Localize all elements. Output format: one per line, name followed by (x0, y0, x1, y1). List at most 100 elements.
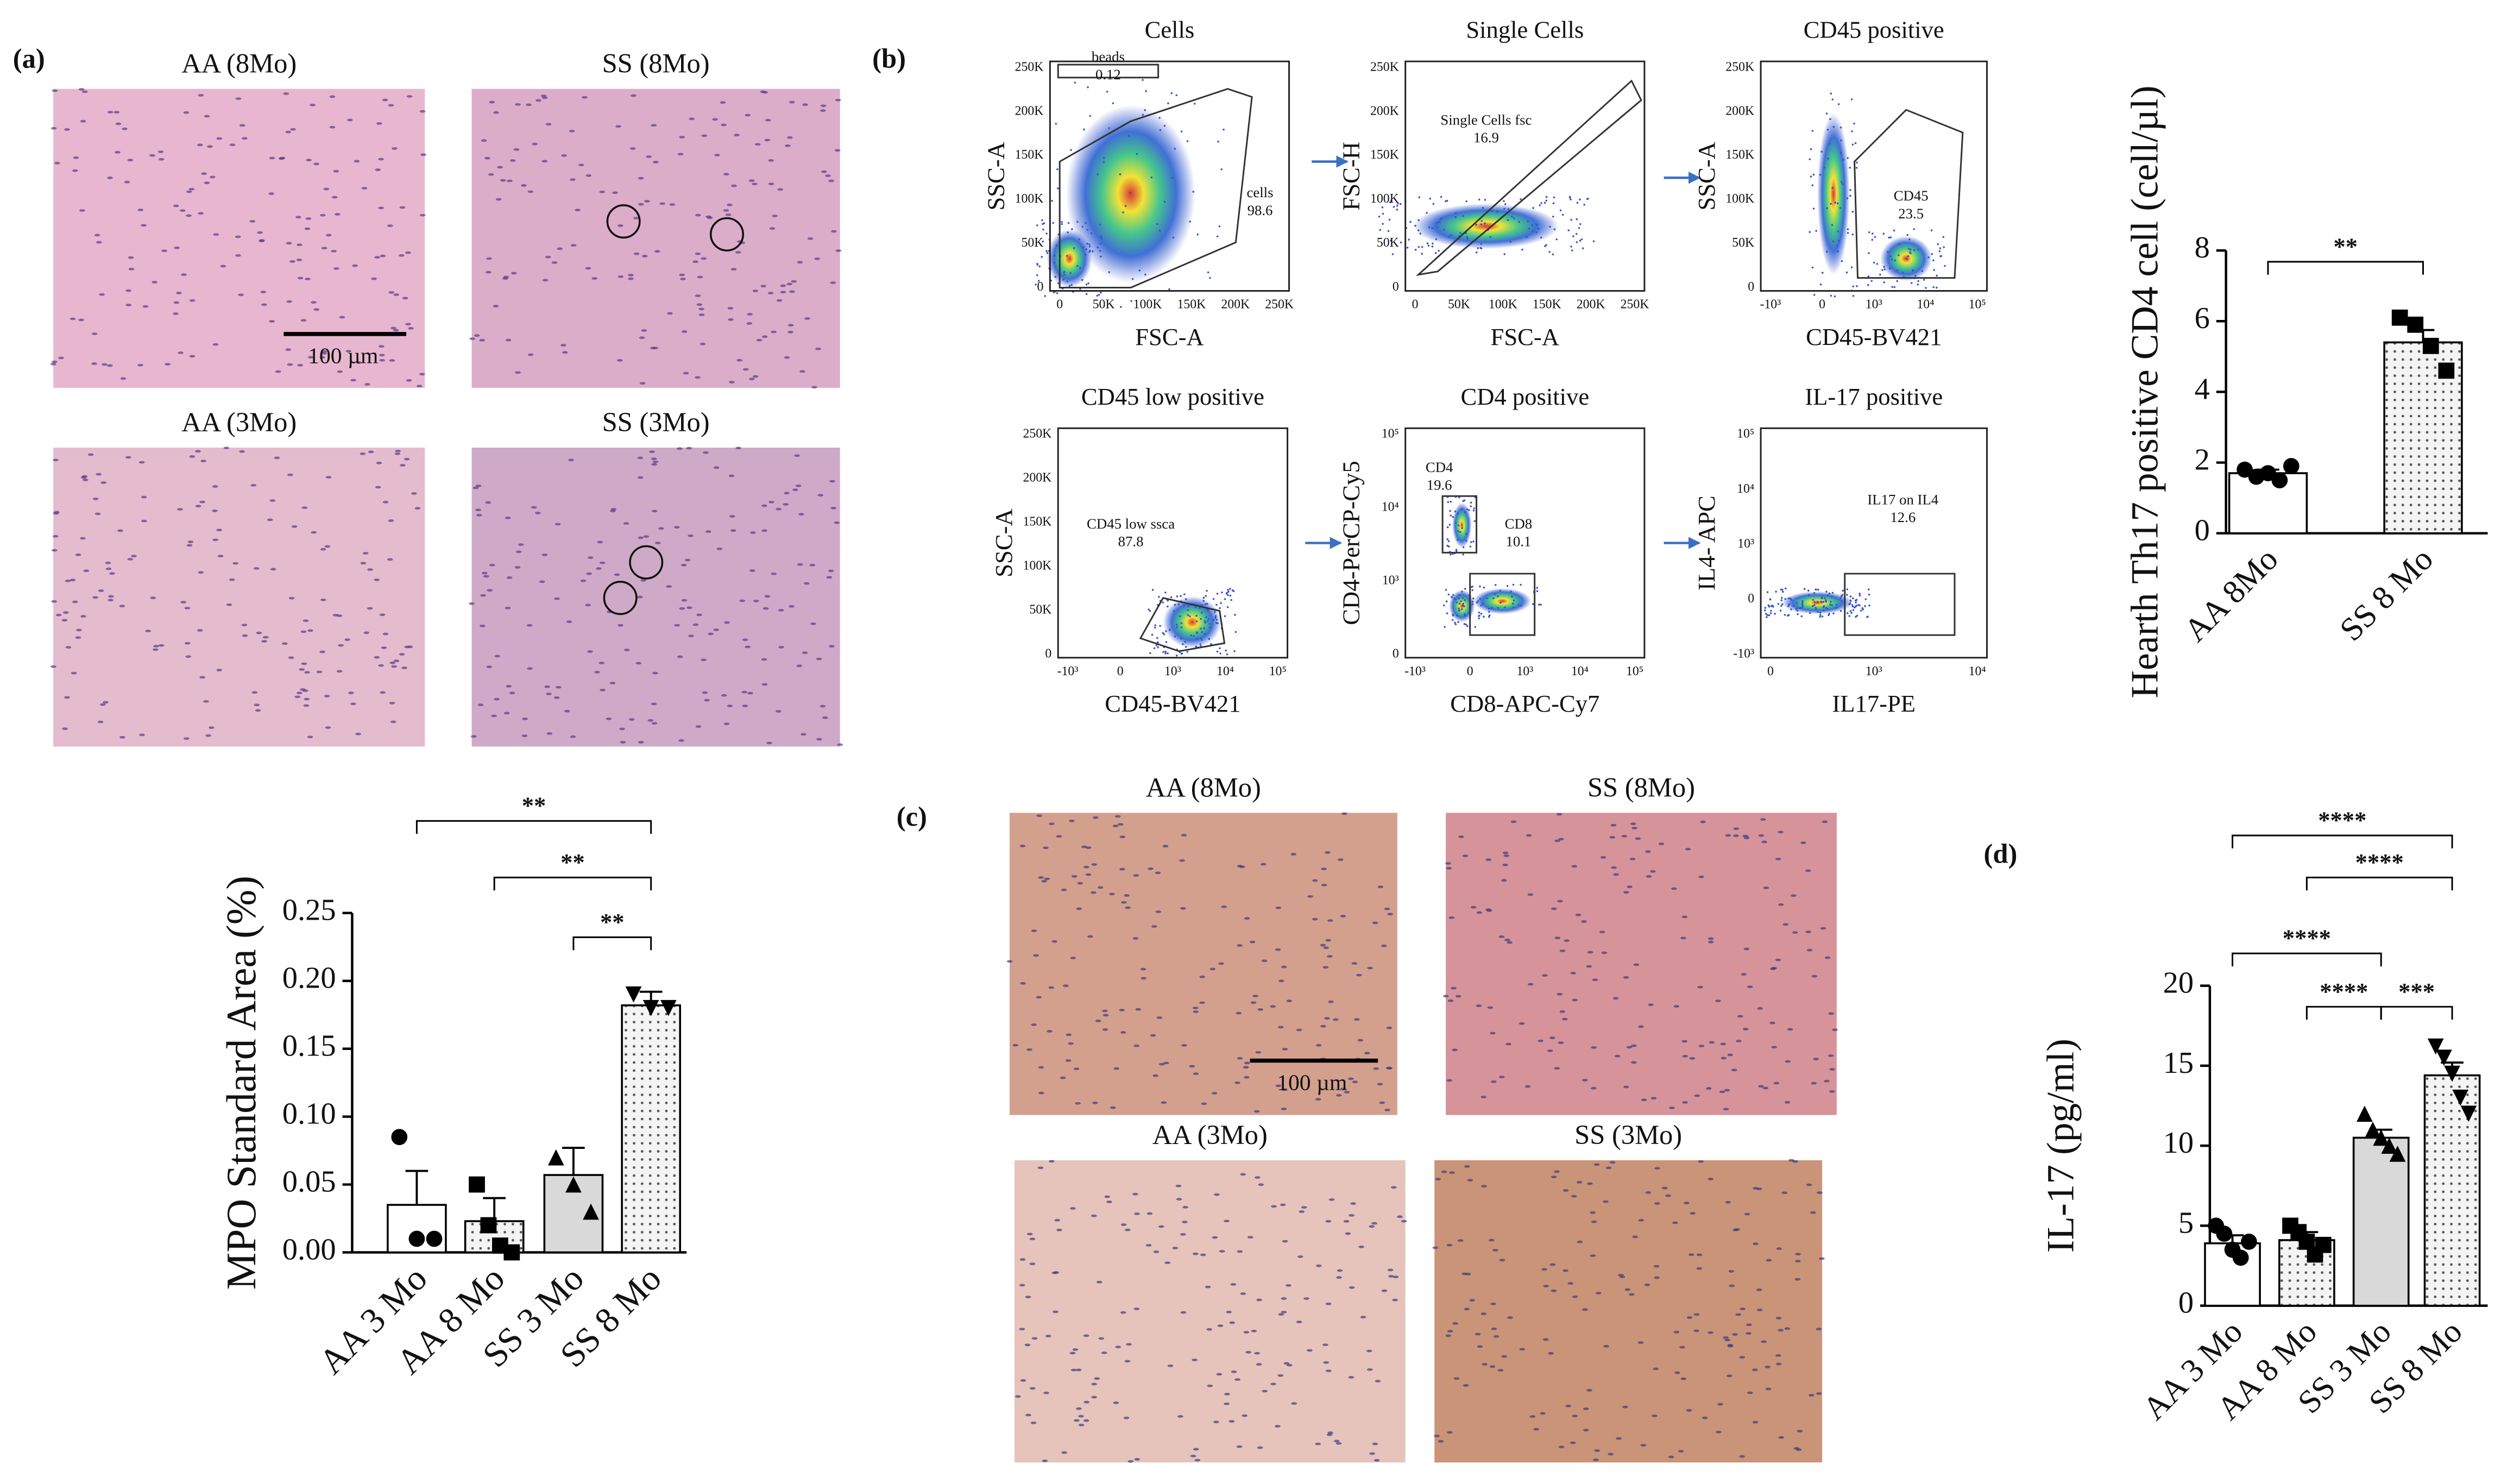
nucleus (203, 700, 209, 703)
event (1847, 157, 1849, 159)
nucleus (294, 695, 301, 699)
nucleus (1328, 1000, 1334, 1003)
nucleus (379, 613, 386, 617)
event (1466, 237, 1469, 240)
nucleus (756, 338, 763, 342)
event (1571, 249, 1573, 252)
nucleus (1270, 1005, 1276, 1008)
event (1503, 253, 1505, 255)
nucleus (723, 209, 729, 212)
nucleus (107, 111, 114, 114)
nucleus (771, 572, 777, 575)
event (1479, 247, 1482, 249)
nucleus (300, 630, 307, 633)
nucleus (1775, 1317, 1782, 1319)
event (1896, 269, 1899, 272)
nucleus (1161, 1101, 1167, 1104)
data-point (660, 1000, 677, 1016)
nucleus (1507, 941, 1513, 944)
nucleus (742, 705, 748, 707)
nucleus (703, 451, 709, 454)
tick-label: 100K (1133, 298, 1162, 312)
nucleus (654, 542, 661, 544)
nucleus (628, 718, 635, 721)
event (1212, 619, 1215, 621)
event (1205, 595, 1207, 597)
event (1544, 202, 1546, 204)
axis-label: IL17-PE (1832, 690, 1916, 717)
nucleus (1247, 1236, 1253, 1239)
event (1545, 196, 1548, 198)
nucleus (1665, 1194, 1671, 1197)
nucleus (50, 665, 56, 668)
event (1561, 213, 1564, 216)
event (1483, 586, 1485, 589)
event (1090, 232, 1093, 235)
event (1932, 259, 1935, 262)
nucleus (321, 350, 327, 353)
event (1148, 608, 1150, 611)
event (1932, 286, 1935, 288)
event (1491, 210, 1493, 212)
nucleus (1654, 1167, 1660, 1170)
nucleus (1078, 1423, 1085, 1426)
nucleus (1281, 1108, 1287, 1110)
image-title: AA (3Mo) (1152, 1120, 1268, 1150)
nucleus (1325, 1302, 1332, 1305)
event (1216, 593, 1219, 595)
nucleus (1275, 906, 1282, 909)
nucleus (1075, 1368, 1082, 1372)
event (1540, 236, 1542, 239)
event (1837, 230, 1839, 232)
nucleus (235, 97, 242, 100)
event (1190, 634, 1193, 637)
nucleus (679, 273, 685, 276)
nucleus (100, 481, 107, 484)
nucleus (1102, 1009, 1108, 1013)
nucleus (1397, 1215, 1403, 1218)
nucleus (323, 187, 330, 191)
nucleus (325, 476, 332, 479)
nucleus (267, 518, 273, 521)
event (1464, 614, 1466, 617)
event (1209, 626, 1211, 628)
nucleus (619, 727, 625, 731)
nucleus (125, 304, 132, 306)
nucleus (1592, 978, 1598, 982)
nucleus (1172, 1247, 1179, 1249)
event (1819, 283, 1822, 286)
tick-label: 10⁴ (1969, 664, 1986, 678)
nucleus (1337, 1269, 1343, 1272)
significance-bracket (493, 876, 652, 891)
nucleus (1746, 1323, 1752, 1327)
nucleus (1595, 1292, 1602, 1294)
event (1813, 601, 1816, 603)
nucleus (1645, 850, 1651, 853)
nucleus (1775, 1362, 1782, 1366)
significance-label: ** (2333, 232, 2358, 260)
nucleus (1685, 847, 1691, 851)
event (1888, 267, 1891, 270)
event (1784, 587, 1787, 590)
nucleus (1102, 1014, 1109, 1017)
event (1068, 285, 1071, 287)
nucleus (274, 456, 280, 460)
nucleus (1708, 937, 1714, 940)
nucleus (329, 125, 336, 129)
plot-frame (1404, 60, 1646, 292)
event (1454, 212, 1457, 215)
event (1471, 589, 1473, 592)
nucleus (1674, 1371, 1680, 1374)
nucleus (1132, 937, 1139, 940)
nucleus (1254, 1352, 1261, 1355)
event (1780, 605, 1782, 607)
nucleus (1724, 1089, 1730, 1092)
event (1579, 240, 1582, 242)
nucleus (561, 154, 568, 157)
event (1511, 595, 1513, 598)
data-point (426, 1230, 443, 1247)
nucleus (1234, 1081, 1240, 1084)
event (1781, 603, 1784, 606)
event (1127, 135, 1130, 137)
